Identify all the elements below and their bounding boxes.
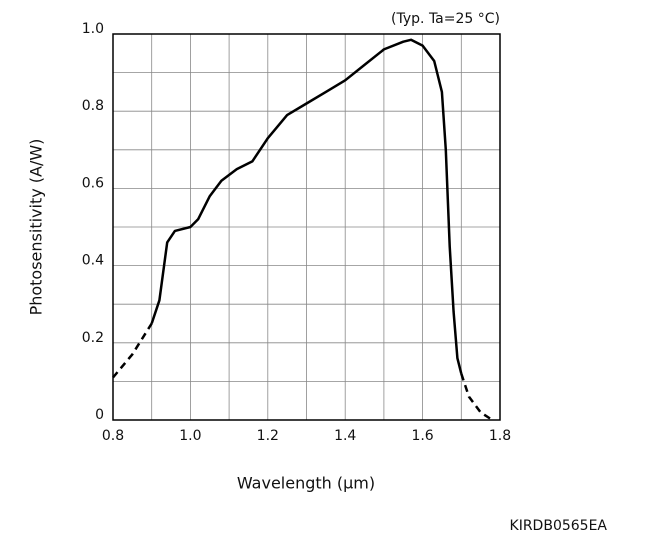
x-tick-label: 1.4 [334, 428, 356, 444]
y-tick-label: 0.4 [82, 253, 104, 269]
y-axis-label: Photosensitivity (A/W) [27, 139, 46, 316]
condition-note: (Typ. Ta=25 °C) [391, 11, 500, 27]
curve [460, 373, 493, 422]
curve [150, 38, 463, 375]
figure-code: KIRDB0565EA [510, 518, 608, 534]
y-tick-label: 0.2 [82, 330, 104, 346]
x-tick-label: 0.8 [102, 428, 124, 444]
x-tick-label: 1.6 [411, 428, 433, 444]
x-tick-label: 1.8 [489, 428, 511, 444]
y-tick-label: 1.0 [82, 21, 104, 37]
curve [112, 322, 153, 379]
x-tick-label: 1.2 [257, 428, 279, 444]
x-axis-label: Wavelength (μm) [237, 474, 375, 493]
x-tick-label: 1.0 [179, 428, 201, 444]
y-tick-label: 0.8 [82, 98, 104, 114]
plot-frame [112, 33, 501, 421]
y-tick-label: 0.6 [82, 175, 104, 191]
y-tick-label: 0 [95, 407, 104, 423]
